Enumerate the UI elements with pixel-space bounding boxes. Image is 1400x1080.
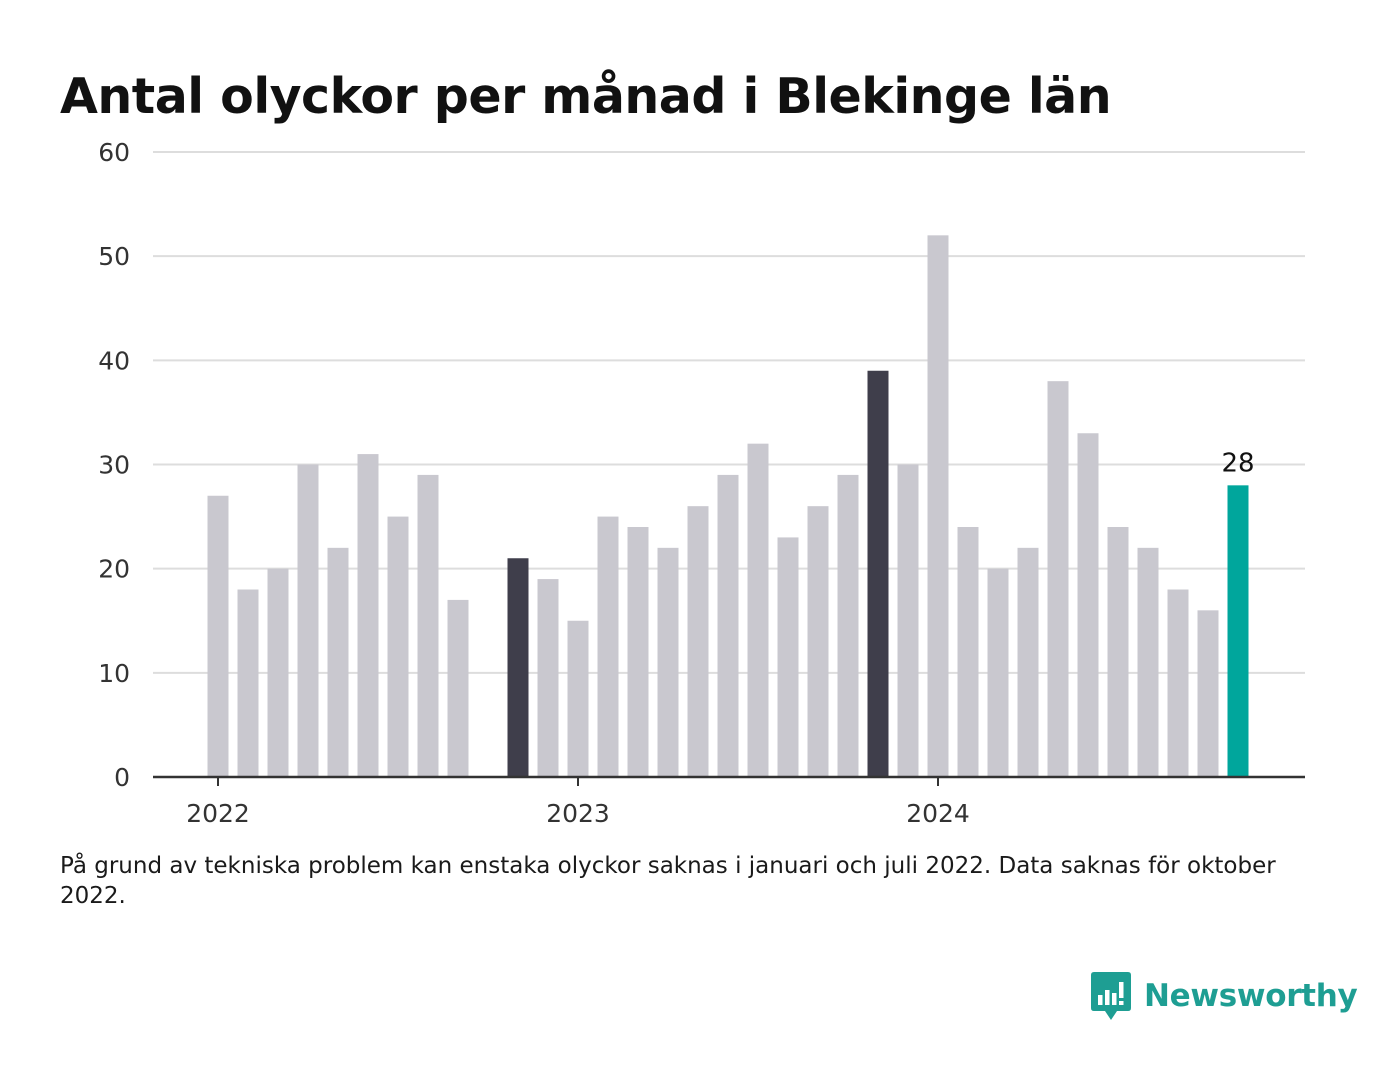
bar-2022-09 [447,599,469,777]
bar-2023-05 [687,506,709,777]
bar-2022-06 [357,454,379,777]
x-axis [153,775,1305,786]
y-tick-label: 30 [98,451,130,480]
bar-2022-01 [207,495,229,777]
bar-2022-02 [237,589,259,777]
brand-name: Newsworthy [1144,978,1358,1014]
bar-2023-08 [777,537,799,777]
y-tick-label: 20 [98,555,130,584]
bar-2024-09 [1167,589,1189,777]
bar-2022-11 [507,558,529,777]
y-tick-label: 10 [98,659,130,688]
bar-2024-05 [1047,381,1069,777]
bar-2022-08 [417,474,439,777]
x-tick-label: 2023 [546,799,610,828]
labels: 0 10 20 30 40 50 60 2022 2023 2024 28 [98,138,1254,828]
bar-2024-06 [1077,433,1099,777]
data-label: 28 [1221,448,1254,478]
bar-2023-09 [807,506,829,777]
bar-2023-03 [627,527,649,777]
bar-2023-12 [897,464,919,777]
y-tick-label: 0 [114,763,130,792]
brand-logo[interactable]: Newsworthy [1090,970,1358,1022]
y-tick-label: 40 [98,346,130,375]
x-tick-label: 2022 [186,799,250,828]
footnote: På grund av tekniska problem kan enstaka… [60,853,1276,909]
bar-2023-04 [657,547,679,777]
newsworthy-logo-icon [1091,972,1131,1020]
bar-2024-07 [1107,527,1129,777]
bar-2024-08 [1137,547,1159,777]
bars [207,235,1249,778]
y-tick-label: 60 [98,138,130,167]
bar-2024-03 [987,568,1009,777]
bar-2022-03 [267,568,289,777]
bar-2024-01 [927,235,949,778]
bar-2023-06 [717,474,739,777]
bar-2022-05 [327,547,349,777]
bar-2023-11 [867,370,889,777]
bar-2023-02 [597,516,619,777]
bar-2022-12 [537,579,559,777]
bar-2022-07 [387,516,409,777]
bar-2023-01 [567,620,589,777]
chart-title: Antal olyckor per månad i Blekinge län [60,68,1112,125]
y-tick-label: 50 [98,242,130,271]
bar-2024-02 [957,527,979,777]
bar-2023-10 [837,474,859,777]
bar-2022-04 [297,464,319,777]
bar-chart: 0 10 20 30 40 50 60 2022 2023 2024 28 [98,138,1305,828]
x-tick-label: 2024 [906,799,970,828]
bar-2024-10 [1197,610,1219,777]
bar-2024-11 [1227,485,1249,777]
bar-2024-04 [1017,547,1039,777]
bar-2023-07 [747,443,769,777]
